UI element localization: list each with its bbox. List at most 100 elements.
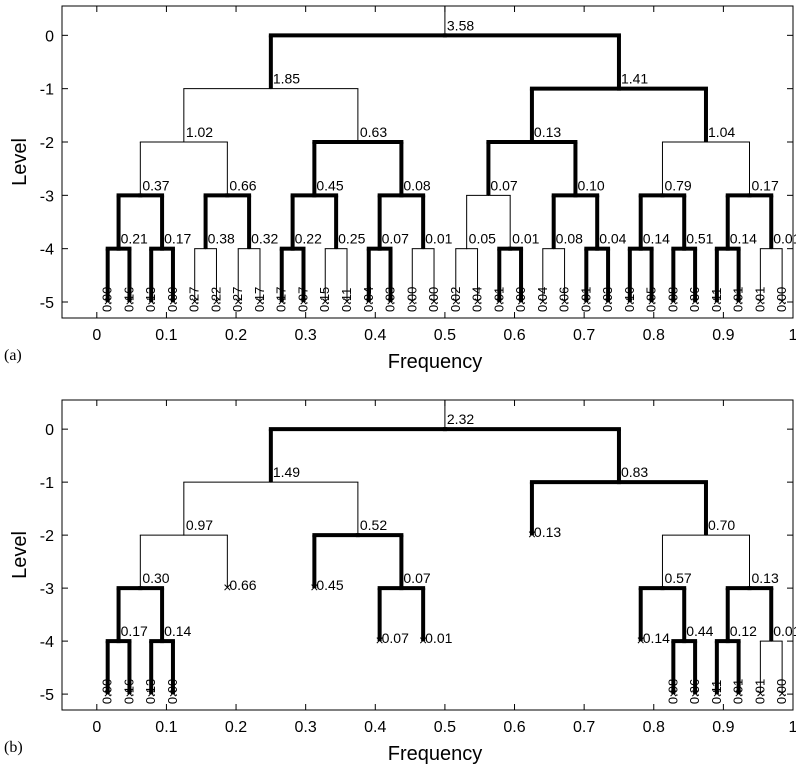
node-value-label: 0.25 [338, 231, 365, 247]
node-value-label: 1.49 [273, 464, 300, 480]
node-value-label: 2.32 [447, 411, 474, 427]
x-tick-label: 0.2 [225, 327, 247, 344]
node-value-label: 0.14 [730, 231, 757, 247]
node-value-label: 0.22 [295, 231, 322, 247]
x-tick-label: 1 [789, 327, 796, 344]
x-tick-label: 0.1 [155, 719, 177, 736]
x-tick-label: 0.3 [295, 719, 317, 736]
node-value-label: 0.83 [621, 464, 648, 480]
node-value-label: 0.70 [708, 517, 735, 533]
leaf-marker: × [778, 293, 786, 309]
x-tick-label: 0.9 [712, 719, 734, 736]
leaf-marker: × [756, 293, 764, 309]
y-tick-label: -2 [40, 528, 54, 545]
y-tick-label: -4 [40, 242, 54, 259]
leaf-marker: × [691, 685, 699, 701]
leaf-marker: × [191, 293, 199, 309]
y-tick-label: -3 [40, 188, 54, 205]
panel-a: 0 0.1 0.2 0.3 0.4 0.5 0.6 0.7 0.8 0.9 1 Frequency 0 -… [4, 6, 796, 373]
leaf-marker: × [778, 685, 786, 701]
node-value-label: 0.97 [186, 517, 213, 533]
leaf-marker: × [647, 293, 655, 309]
node-value-label: 0.07 [382, 630, 409, 646]
node-value-label: 0.17 [164, 231, 191, 247]
leaf-marker: × [669, 685, 677, 701]
x-tick-label: 0.5 [434, 719, 456, 736]
x-tick-label: 0.2 [225, 719, 247, 736]
x-tick-label: 0 [92, 719, 101, 736]
x-tick-label: 0.9 [712, 327, 734, 344]
node-value-label: 0.63 [360, 124, 387, 140]
y-tick-label: -3 [40, 581, 54, 598]
node-value-label: 3.58 [447, 17, 474, 33]
panel-b: 0 0.1 0.2 0.3 0.4 0.5 0.6 0.7 0.8 0.9 1Frequency0-… [4, 400, 796, 765]
node-value-label: 0.21 [121, 231, 148, 247]
y-tick-label: -4 [40, 634, 54, 651]
node-value-label: 0.37 [142, 177, 169, 193]
node-value-label: 0.08 [403, 177, 430, 193]
leaf-marker: × [365, 293, 373, 309]
leaf-marker: × [713, 293, 721, 309]
node-value-label: 0.07 [490, 177, 517, 193]
tree: 2.321.49 0.830.97 0.52×0.13 0.700.30×0.66 ×0… [100, 400, 796, 704]
leaf-marker: × [669, 293, 677, 309]
node-value-label: 0.07 [382, 231, 409, 247]
node-value-label: 0.17 [121, 623, 148, 639]
node-value-label: 0.13 [534, 124, 561, 140]
panel-tag: (a) [4, 347, 22, 364]
leaf-marker: × [321, 293, 329, 309]
y-tick-label: -1 [40, 82, 54, 99]
leaf-marker: × [147, 685, 155, 701]
x-axis-label: Frequency [388, 351, 483, 373]
leaf-marker: × [125, 293, 133, 309]
node-value-label: 0.10 [577, 177, 604, 193]
x-tick-label: 0.8 [643, 719, 665, 736]
node-value-label: 0.13 [534, 524, 561, 540]
node-value-label: 0.08 [556, 231, 583, 247]
x-tick-label: 0.3 [295, 327, 317, 344]
node-value-label: 0.79 [664, 177, 691, 193]
leaf-marker: × [495, 293, 503, 309]
x-tick-label: 0 [92, 327, 101, 344]
node-value-label: 1.85 [273, 71, 300, 87]
leaf-marker: × [539, 293, 547, 309]
node-value-label: 0.32 [251, 231, 278, 247]
x-tick-label: 0.7 [573, 327, 595, 344]
leaf-marker: × [386, 293, 394, 309]
node-value-label: 0.57 [664, 570, 691, 586]
node-value-label: 0.12 [730, 623, 757, 639]
leaf-marker: × [104, 293, 112, 309]
leaf-marker: × [147, 293, 155, 309]
x-tick-label: 0.4 [364, 719, 386, 736]
node-value-label: 0.01 [425, 231, 452, 247]
x-tick-label: 0.1 [155, 327, 177, 344]
node-value-label: 0.30 [142, 570, 169, 586]
panel-tag: (b) [4, 739, 23, 756]
node-value-label: 0.66 [229, 177, 256, 193]
node-value-label: 0.14 [643, 630, 670, 646]
y-tick-label: 0 [45, 28, 54, 45]
leaf-marker: × [473, 293, 481, 309]
y-tick-label: 0 [45, 422, 54, 439]
node-value-label: 0.13 [751, 570, 778, 586]
leaf-marker: × [430, 293, 438, 309]
node-value-label: 0.14 [643, 231, 670, 247]
y-axis-label: Level [9, 138, 31, 186]
node-value-label: 0.01 [773, 623, 796, 639]
leaf-marker: × [452, 293, 460, 309]
x-tick-label: 1 [789, 719, 796, 736]
x-tick-label: 0.8 [643, 327, 665, 344]
leaf-marker: × [212, 293, 220, 309]
node-value-label: 1.41 [621, 71, 648, 87]
leaf-marker: × [169, 293, 177, 309]
leaf-marker: × [125, 685, 133, 701]
node-value-label: 0.14 [164, 623, 191, 639]
leaf-marker: × [104, 685, 112, 701]
x-tick-label: 0.4 [364, 327, 386, 344]
y-tick-label: -2 [40, 135, 54, 152]
node-value-label: 0.04 [599, 231, 626, 247]
x-tick-label: 0.6 [503, 327, 525, 344]
node-value-label: 0.01 [773, 231, 796, 247]
leaf-marker: × [735, 685, 743, 701]
